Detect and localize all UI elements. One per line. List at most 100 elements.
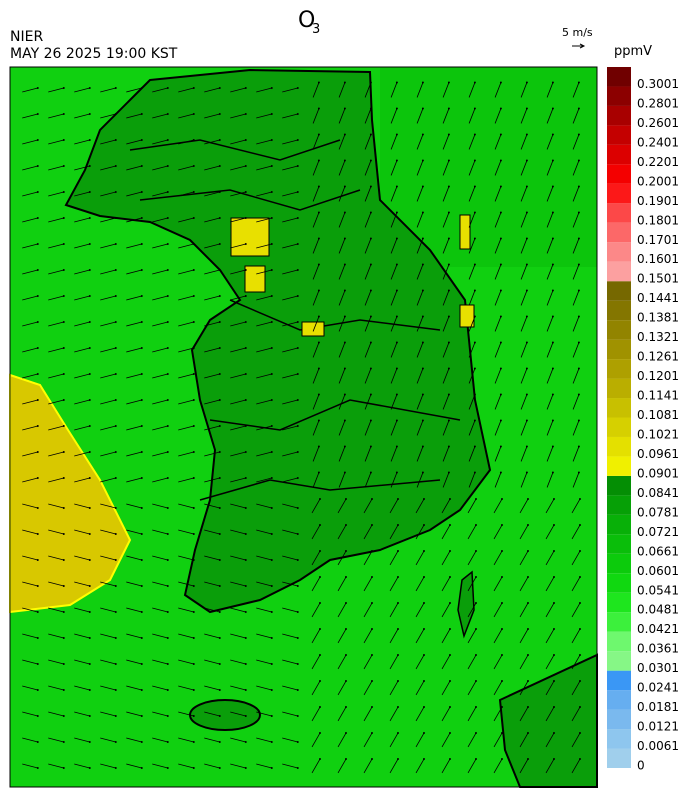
wind-arrow xyxy=(441,706,451,722)
wind-arrow xyxy=(100,425,116,431)
wind-arrow xyxy=(572,394,580,410)
wind-arrow-head xyxy=(36,506,39,509)
wind-arrow xyxy=(389,732,399,748)
wind-arrow xyxy=(467,680,477,696)
wind-arrow-head xyxy=(296,113,299,116)
wind-arrow-head xyxy=(36,113,39,116)
wind-arrow-head xyxy=(140,399,143,402)
wind-arrow-head xyxy=(552,680,555,683)
wind-arrow xyxy=(520,82,528,98)
wind-arrow-head xyxy=(525,289,528,292)
wind-arrow-head xyxy=(88,477,91,480)
colorbar-box xyxy=(607,183,631,204)
wind-arrow-head xyxy=(343,445,346,448)
colorbar-box xyxy=(607,651,631,671)
wind-arrow xyxy=(74,763,90,769)
wind-arrow-head xyxy=(525,471,528,474)
wind-arrow xyxy=(363,758,373,774)
wind-arrow-head xyxy=(447,315,450,318)
colorbar-label: 0.3001 xyxy=(637,77,679,91)
wind-arrow xyxy=(311,732,321,748)
wind-arrow xyxy=(389,758,399,774)
wind-arrow xyxy=(520,264,528,280)
wind-arrow-head xyxy=(317,107,320,110)
wind-arrow xyxy=(48,529,64,535)
wind-arrow xyxy=(442,212,450,228)
wind-arrow xyxy=(100,165,116,171)
wind-arrow-head xyxy=(369,133,372,136)
wind-arrow-head xyxy=(62,477,65,480)
wind-arrow-head xyxy=(395,263,398,266)
colorbar-label: 0.0721 xyxy=(637,525,679,539)
wind-arrow xyxy=(519,602,529,618)
wind-arrow-head xyxy=(62,87,65,90)
colorbar-label: 0 xyxy=(637,759,645,773)
wind-arrow-head xyxy=(88,688,91,691)
wind-arrow xyxy=(546,264,554,280)
wind-arrow xyxy=(545,498,555,514)
wind-arrow-head xyxy=(577,185,580,188)
colorbar-box xyxy=(607,67,631,87)
wind-arrow-head xyxy=(88,347,91,350)
wind-arrow-head xyxy=(344,524,347,527)
wind-arrow xyxy=(230,399,246,405)
wind-arrow-head xyxy=(296,373,299,376)
wind-arrow-head xyxy=(36,532,39,535)
wind-arrow xyxy=(74,165,90,171)
wind-arrow xyxy=(230,503,246,509)
wind-arrow-head xyxy=(447,445,450,448)
colorbar-label: 0.1381 xyxy=(637,311,679,325)
wind-arrow-head xyxy=(192,532,195,535)
wind-arrow-head xyxy=(218,688,221,691)
wind-arrow xyxy=(389,550,399,566)
wind-arrow xyxy=(312,446,320,462)
wind-arrow-head xyxy=(421,81,424,84)
wind-arrow xyxy=(256,659,272,665)
colorbar-box xyxy=(607,203,631,223)
wind-arrow xyxy=(22,191,38,197)
wind-arrow-head xyxy=(318,524,321,527)
wind-arrow xyxy=(312,238,320,254)
wind-arrow xyxy=(468,108,476,124)
wind-arrow xyxy=(230,659,246,665)
wind-arrow xyxy=(494,420,502,436)
wind-arrow xyxy=(494,316,502,332)
wind-arrow-head xyxy=(551,263,554,266)
wind-arrow xyxy=(48,685,64,691)
wind-arrow-head xyxy=(296,451,299,454)
wind-arrow xyxy=(22,581,38,587)
wind-arrow xyxy=(468,290,476,306)
wind-arrow xyxy=(126,581,142,587)
wind-arrow-head xyxy=(369,159,372,162)
wind-arrow xyxy=(178,477,194,483)
wind-arrow xyxy=(100,113,116,119)
wind-arrow-head xyxy=(166,321,169,324)
wind-arrow-head xyxy=(218,740,221,743)
wind-arrow xyxy=(100,763,116,769)
wind-arrow xyxy=(467,628,477,644)
wind-arrow xyxy=(74,425,90,431)
wind-arrow xyxy=(364,290,372,306)
wind-arrow xyxy=(390,342,398,358)
wind-arrow-head xyxy=(244,662,247,665)
wind-arrow-head xyxy=(318,680,321,683)
wind-arrow-head xyxy=(395,81,398,84)
wind-arrow-head xyxy=(317,367,320,370)
wind-arrow xyxy=(468,446,476,462)
wind-arrow-head xyxy=(395,419,398,422)
wind-arrow-head xyxy=(551,471,554,474)
wind-arrow-head xyxy=(578,706,581,709)
wind-arrow-head xyxy=(577,419,580,422)
colorbar-label: 0.1701 xyxy=(637,233,679,247)
wind-arrow-head xyxy=(166,87,169,90)
wind-arrow-head xyxy=(244,295,247,298)
wind-arrow xyxy=(48,399,64,405)
wind-arrow-head xyxy=(140,373,143,376)
wind-arrow xyxy=(152,399,168,405)
wind-arrow xyxy=(520,212,528,228)
wind-arrow-head xyxy=(192,191,195,194)
wind-arrow xyxy=(468,212,476,228)
wind-arrow-head xyxy=(114,688,117,691)
wind-arrow xyxy=(493,680,503,696)
wind-arrow-head xyxy=(447,159,450,162)
